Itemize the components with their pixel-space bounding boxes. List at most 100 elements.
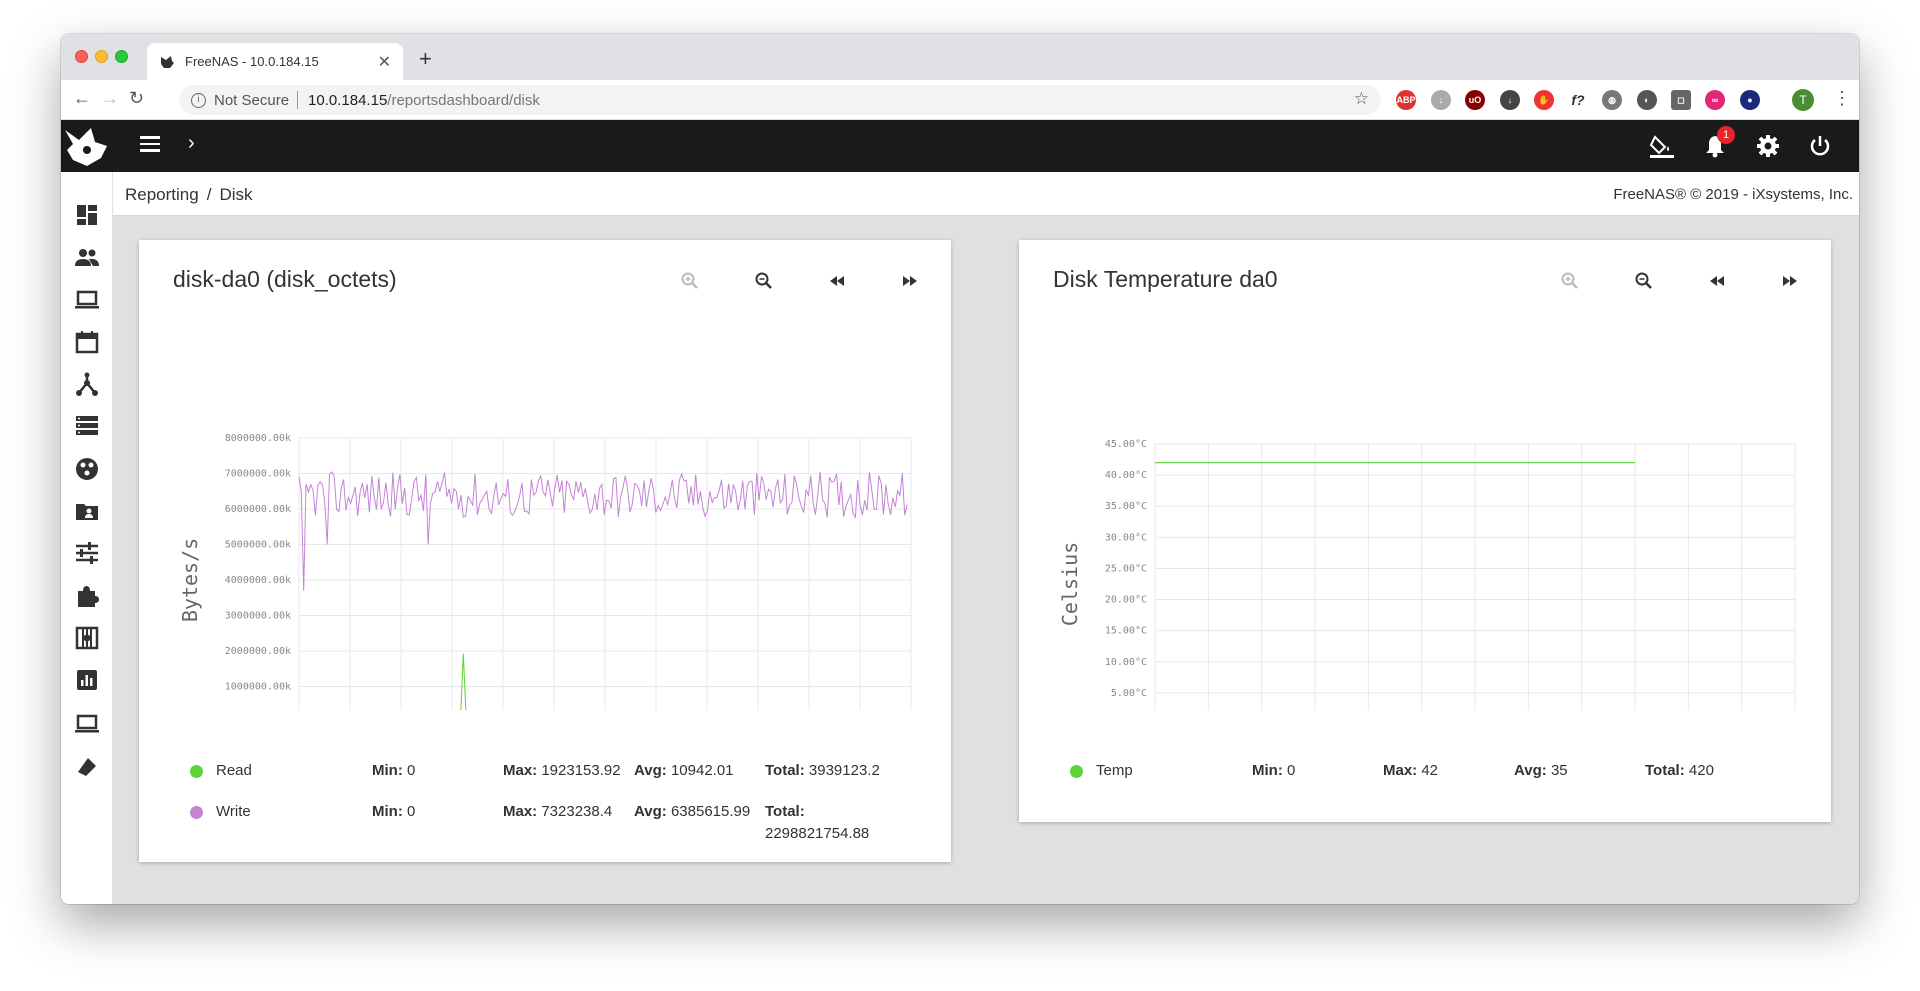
legend-avg-label: Avg:: [634, 803, 671, 820]
security-label: Not Secure: [214, 91, 290, 109]
freenas-favicon-icon: [161, 55, 174, 68]
y-tick-label: 35.00°C: [1105, 501, 1147, 512]
y-tick-label: 5.00°C: [1111, 688, 1147, 699]
y-tick-label: 10.00°C: [1105, 657, 1147, 668]
app-header: › 1: [61, 120, 1859, 172]
legend-total-number: 2298821754.88: [765, 825, 870, 842]
reporting-icon[interactable]: [74, 667, 100, 693]
step-back-icon[interactable]: [826, 270, 848, 292]
main-content: Reporting / Disk FreeNAS® © 2019 - iXsyste…: [113, 172, 1859, 904]
info-icon[interactable]: i: [191, 92, 206, 108]
notification-count-badge: 1: [1717, 126, 1735, 144]
minimize-window-button[interactable]: [95, 50, 108, 63]
legend-total-value: Total: 420: [1645, 760, 1763, 782]
y-tick-label: 2000000.00k: [225, 646, 291, 657]
step-back-icon[interactable]: [1706, 270, 1728, 292]
legend-avg-value: Avg: 35: [1514, 760, 1632, 782]
legend-max-number: 42: [1421, 762, 1439, 779]
save-extension-icon[interactable]: ↓: [1500, 90, 1520, 110]
maximize-window-button[interactable]: [115, 50, 128, 63]
legend-color-dot: [190, 806, 203, 819]
legend-min-label: Min:: [1252, 762, 1287, 779]
square-extension-icon[interactable]: ◻: [1671, 90, 1691, 110]
url-path: /reportsdashboard/disk: [387, 91, 540, 109]
adblock-extension-icon[interactable]: ABP: [1396, 90, 1416, 110]
hamburger-menu-icon[interactable]: [140, 136, 160, 156]
download-extension-icon[interactable]: ↓: [1431, 90, 1451, 110]
legend-total-value: Total: 2298821754.88: [765, 801, 883, 845]
sidebar-nav: [61, 172, 113, 904]
network-icon[interactable]: [74, 371, 100, 397]
url-host: 10.0.184.15: [308, 91, 388, 109]
y-tick-label: 6000000.00k: [225, 504, 291, 515]
theme-paint-bucket-icon[interactable]: [1649, 133, 1675, 159]
virtual-machines-icon[interactable]: [74, 710, 100, 736]
url-separator: [297, 91, 299, 109]
legend-max-value: Max: 7323238.4: [503, 801, 621, 823]
breadcrumb-reporting-link[interactable]: Reporting: [125, 185, 199, 204]
ublock-extension-icon[interactable]: uO: [1465, 90, 1485, 110]
globe-extension-icon[interactable]: ◍: [1602, 90, 1622, 110]
services-icon[interactable]: [74, 540, 100, 566]
blue-extension-icon[interactable]: ●: [1740, 90, 1760, 110]
chevron-right-icon[interactable]: ›: [188, 132, 195, 154]
legend-max-value: Max: 42: [1383, 760, 1501, 782]
zoom-out-icon[interactable]: [753, 270, 775, 292]
legend-avg-label: Avg:: [634, 762, 671, 779]
back-arrow-icon[interactable]: ←: [73, 88, 91, 108]
directory-services-icon[interactable]: [74, 456, 100, 482]
display-system-processes-icon[interactable]: [74, 752, 100, 778]
bookmark-star-icon[interactable]: ☆: [1353, 89, 1369, 108]
system-icon[interactable]: [74, 286, 100, 312]
step-forward-icon[interactable]: [1779, 270, 1801, 292]
sharing-icon[interactable]: [74, 498, 100, 524]
legend-min-label: Min:: [372, 803, 407, 820]
legend-min-number: 0: [1287, 762, 1296, 779]
new-tab-button[interactable]: +: [419, 46, 432, 71]
y-axis-label: Celsius: [1058, 542, 1082, 626]
gridlines: [1154, 443, 1796, 710]
close-window-button[interactable]: [75, 50, 88, 63]
legend-max-label: Max:: [503, 762, 542, 779]
y-tick-label: 30.00°C: [1105, 532, 1147, 543]
y-tick-label: 3000000.00k: [225, 611, 291, 622]
settings-gear-icon[interactable]: [1755, 133, 1781, 159]
y-tick-label: 7000000.00k: [225, 469, 291, 480]
accounts-icon[interactable]: [74, 244, 100, 270]
power-icon[interactable]: [1807, 133, 1833, 159]
profile-avatar[interactable]: T: [1792, 89, 1814, 111]
address-bar[interactable]: i Not Secure 10.0.184.15/reportsdashboar…: [179, 85, 1381, 115]
zoom-out-icon[interactable]: [1633, 270, 1655, 292]
breadcrumb: Reporting / Disk: [125, 185, 253, 205]
stop-extension-icon[interactable]: ✋: [1534, 90, 1554, 110]
write-series-line: [298, 471, 908, 591]
legend-color-dot: [190, 765, 203, 778]
legend-total-label: Total:: [1645, 762, 1689, 779]
octopus-extension-icon[interactable]: ◐: [1637, 90, 1657, 110]
reload-icon[interactable]: ↻: [129, 88, 145, 108]
tab-strip: FreeNAS - 10.0.184.15 ✕ +: [61, 34, 1859, 80]
fonts-extension-icon[interactable]: f?: [1571, 92, 1585, 108]
legend-total-label: Total:: [765, 803, 805, 820]
tab-title: FreeNAS - 10.0.184.15: [185, 54, 319, 69]
zoom-in-icon[interactable]: [679, 270, 701, 292]
card-title: Disk Temperature da0: [1053, 266, 1278, 292]
dashboard-icon[interactable]: [74, 202, 100, 228]
legend-max-value: Max: 1923153.92: [503, 760, 621, 782]
freenas-logo-icon[interactable]: [61, 120, 113, 172]
jails-icon[interactable]: [74, 625, 100, 651]
plugins-icon[interactable]: [74, 583, 100, 609]
storage-icon[interactable]: [74, 413, 100, 439]
browser-tab[interactable]: FreeNAS - 10.0.184.15 ✕: [147, 43, 403, 80]
legend-max-label: Max:: [1383, 762, 1422, 779]
tasks-icon[interactable]: [74, 329, 100, 355]
close-tab-icon[interactable]: ✕: [377, 53, 391, 71]
zoom-in-icon[interactable]: [1559, 270, 1581, 292]
y-tick-label: 20.00°C: [1105, 595, 1147, 606]
forward-arrow-icon[interactable]: →: [101, 88, 119, 108]
y-tick-label: 4000000.00k: [225, 575, 291, 586]
breadcrumb-separator: /: [206, 185, 212, 204]
pink-extension-icon[interactable]: ∞: [1705, 90, 1725, 110]
browser-menu-icon[interactable]: ⋮: [1833, 88, 1851, 108]
step-forward-icon[interactable]: [899, 270, 921, 292]
